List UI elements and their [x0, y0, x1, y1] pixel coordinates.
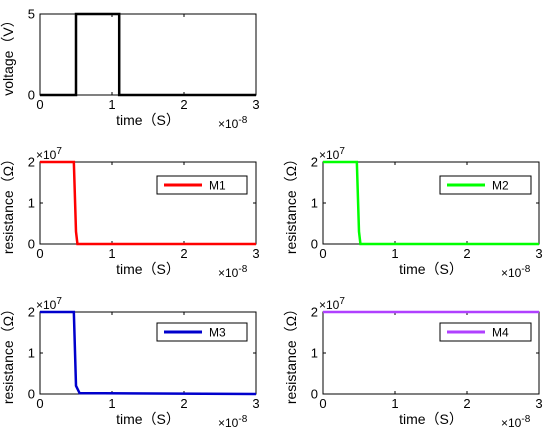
- x-multiplier-exponent: -8: [521, 414, 530, 425]
- y-axis-label: voltage（V）: [0, 13, 16, 95]
- x-multiplier-base: ×10: [218, 416, 239, 430]
- x-tick-label: 0: [319, 396, 326, 411]
- x-tick-label: 0: [36, 246, 43, 261]
- x-tick-label: 2: [180, 396, 187, 411]
- x-tick-label: 0: [36, 97, 43, 112]
- y-axis-multiplier: ×107: [36, 296, 62, 312]
- y-axis-multiplier: ×107: [319, 146, 345, 162]
- x-multiplier-base: ×10: [218, 117, 239, 131]
- y-tick-label: 2: [28, 305, 35, 320]
- y-multiplier-base: ×10: [319, 148, 340, 162]
- y-axis-label: resistance（Ω）: [283, 302, 299, 404]
- y-multiplier-exponent: 7: [56, 296, 62, 307]
- x-tick-label: 3: [252, 97, 259, 112]
- y-tick-label: 0: [28, 88, 35, 103]
- legend-label: M1: [209, 179, 226, 193]
- x-tick-label: 2: [180, 246, 187, 261]
- x-axis-multiplier: ×10-8: [218, 115, 248, 131]
- y-tick-label: 2: [311, 305, 318, 320]
- y-multiplier-exponent: 7: [339, 146, 345, 157]
- x-tick-label: 3: [252, 396, 259, 411]
- x-tick-label: 0: [319, 246, 326, 261]
- x-axis-multiplier: ×10-8: [501, 264, 531, 280]
- series-line-voltage: [40, 12, 256, 97]
- y-tick-label: 0: [311, 387, 318, 402]
- legend-label: M4: [492, 326, 509, 340]
- x-axis-label: time（S）: [116, 411, 180, 427]
- legend: M4: [439, 322, 532, 342]
- y-axis-label: resistance（Ω）: [0, 152, 16, 254]
- x-tick-label: 3: [535, 396, 542, 411]
- y-multiplier-base: ×10: [36, 298, 57, 312]
- y-axis-multiplier: ×107: [36, 146, 62, 162]
- series-line-M1: [40, 160, 256, 246]
- x-multiplier-exponent: -8: [521, 264, 530, 275]
- x-tick-label: 1: [108, 246, 115, 261]
- plot-area: [39, 161, 257, 245]
- legend: M3: [156, 322, 248, 342]
- x-multiplier-base: ×10: [218, 266, 239, 280]
- y-tick-label: 2: [28, 155, 35, 170]
- x-axis-label: time（S）: [116, 112, 180, 128]
- x-tick-label: 3: [535, 246, 542, 261]
- x-multiplier-exponent: -8: [238, 414, 247, 425]
- plot-area: [39, 13, 257, 96]
- x-axis-multiplier: ×10-8: [218, 414, 248, 430]
- y-tick-label: 2: [311, 155, 318, 170]
- x-tick-label: 1: [391, 396, 398, 411]
- x-axis-label: time（S）: [116, 261, 180, 277]
- legend-label: M3: [209, 326, 226, 340]
- legend: M1: [156, 175, 248, 195]
- y-tick-label: 0: [311, 237, 318, 252]
- y-tick-label: 1: [28, 346, 35, 361]
- y-axis-label: resistance（Ω）: [283, 152, 299, 254]
- y-tick-label: 1: [311, 196, 318, 211]
- x-multiplier-base: ×10: [501, 416, 522, 430]
- y-multiplier-base: ×10: [319, 298, 340, 312]
- y-multiplier-base: ×10: [36, 148, 57, 162]
- x-multiplier-base: ×10: [501, 266, 522, 280]
- series-line-M2: [323, 160, 539, 246]
- legend: M2: [439, 175, 532, 195]
- x-tick-label: 1: [108, 97, 115, 112]
- x-tick-label: 3: [252, 246, 259, 261]
- x-tick-label: 2: [463, 246, 470, 261]
- y-axis-label: resistance（Ω）: [0, 302, 16, 404]
- y-axis-multiplier: ×107: [319, 296, 345, 312]
- legend-box: [439, 322, 532, 342]
- y-tick-label: 1: [311, 346, 318, 361]
- y-tick-label: 1: [28, 196, 35, 211]
- legend-box: [439, 175, 532, 195]
- x-tick-label: 2: [463, 396, 470, 411]
- x-axis-multiplier: ×10-8: [218, 264, 248, 280]
- y-tick-label: 0: [28, 387, 35, 402]
- plot-area: [322, 161, 540, 245]
- y-tick-label: 0: [28, 237, 35, 252]
- x-axis-label: time（S）: [399, 411, 463, 427]
- x-multiplier-exponent: -8: [238, 264, 247, 275]
- subplot-voltage: 0 1 2 3 0 5 time（S） ×10-8 voltage（V）: [0, 7, 260, 132]
- x-tick-label: 1: [108, 396, 115, 411]
- y-multiplier-exponent: 7: [56, 146, 62, 157]
- legend-label: M2: [492, 179, 509, 193]
- series-line-M3: [40, 310, 257, 396]
- y-multiplier-exponent: 7: [339, 296, 345, 307]
- x-axis-multiplier: ×10-8: [501, 414, 531, 430]
- x-multiplier-exponent: -8: [238, 115, 247, 126]
- y-tick-label: 5: [28, 7, 35, 22]
- x-tick-label: 2: [180, 97, 187, 112]
- x-tick-label: 1: [391, 246, 398, 261]
- x-tick-label: 0: [36, 396, 43, 411]
- x-axis-label: time（S）: [399, 261, 463, 277]
